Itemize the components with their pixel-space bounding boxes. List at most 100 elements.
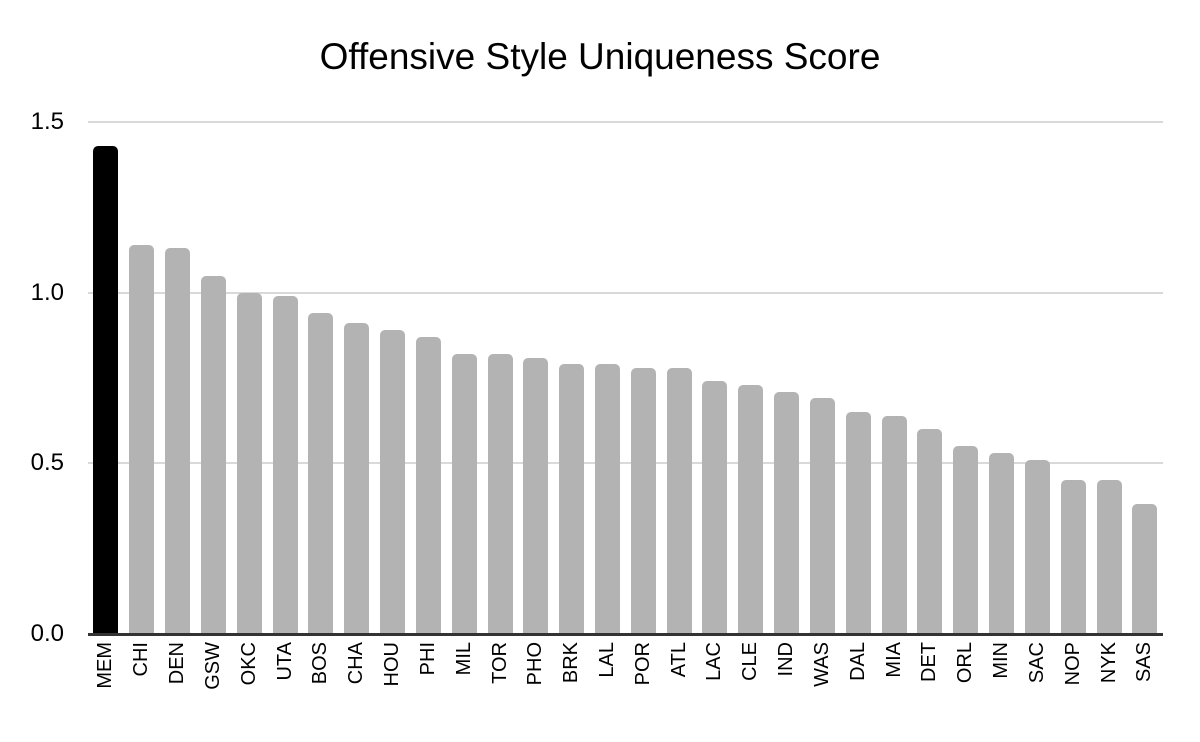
xtick-ORL: ORL (954, 642, 977, 684)
xslot-NOP: NOP (1061, 642, 1086, 685)
bar-DET (917, 429, 943, 634)
bar-ORL (953, 446, 979, 634)
ytick-1.0: 1.0 (30, 278, 64, 306)
xslot-BRK: BRK (559, 642, 584, 683)
xslot-MIL: MIL (452, 642, 477, 675)
xslot-CHI: CHI (129, 642, 154, 676)
xtick-LAL: LAL (596, 642, 618, 678)
bar-TOR (487, 354, 513, 634)
xtick-HOU: HOU (381, 642, 404, 687)
gridline-1.5 (88, 121, 1163, 123)
bar-NOP (1060, 480, 1086, 634)
xslot-GSW: GSW (201, 642, 226, 690)
xtick-GSW: GSW (201, 642, 224, 690)
xslot-MIN: MIN (989, 642, 1014, 679)
xslot-UTA: UTA (273, 642, 298, 681)
bar-HOU (380, 330, 406, 634)
xslot-PHI: PHI (416, 642, 441, 675)
xtick-DEN: DEN (166, 642, 189, 685)
xslot-WAS: WAS (810, 642, 835, 687)
bar-MEM (93, 145, 119, 634)
bar-DAL (845, 412, 871, 634)
xslot-DET: DET (917, 642, 942, 682)
xtick-TOR: TOR (488, 642, 511, 684)
xslot-OKC: OKC (237, 642, 262, 685)
ytick-0.0: 0.0 (30, 620, 64, 647)
bar-POR (630, 367, 656, 634)
bar-OKC (236, 292, 262, 634)
xtick-MEM: MEM (94, 642, 117, 689)
xslot-DAL: DAL (846, 642, 871, 681)
bar-BOS (308, 313, 334, 634)
bar-CLE (738, 384, 764, 634)
xtick-PHO: PHO (524, 642, 547, 686)
xslot-TOR: TOR (488, 642, 513, 684)
xslot-MIA: MIA (882, 642, 907, 678)
bar-SAS (1132, 504, 1158, 634)
xtick-ATL: ATL (667, 642, 690, 678)
x-axis-line (88, 633, 1163, 636)
xtick-POR: POR (631, 642, 654, 686)
bar-PHO (523, 357, 549, 634)
xtick-NYK: NYK (1097, 642, 1120, 684)
bar-ATL (666, 367, 692, 634)
xslot-HOU: HOU (380, 642, 405, 686)
bar-MIA (881, 415, 907, 634)
xslot-POR: POR (631, 642, 656, 685)
xslot-BOS: BOS (308, 642, 333, 684)
xtick-LAC: LAC (703, 642, 726, 681)
bar-UTA (272, 296, 298, 634)
xtick-UTA: UTA (273, 642, 296, 681)
gridline-1.0 (88, 291, 1163, 294)
gridline-0.5 (88, 462, 1163, 465)
bar-CHA (344, 323, 370, 634)
bar-PHI (415, 337, 441, 634)
y-axis: 0.0 0.5 1.0 1.5 (0, 108, 70, 647)
xslot-SAC: SAC (1025, 642, 1050, 683)
xtick-DET: DET (918, 642, 941, 682)
bars (88, 122, 1163, 634)
xtick-NOP: NOP (1061, 642, 1084, 686)
xslot-LAC: LAC (702, 642, 727, 681)
xslot-PHO: PHO (523, 642, 548, 685)
xtick-MIA: MIA (882, 642, 905, 678)
xslot-IND: IND (774, 642, 799, 676)
xtick-IND: IND (775, 642, 798, 677)
xslot-ATL: ATL (667, 642, 692, 677)
ytick-0.5: 0.5 (30, 449, 64, 477)
xslot-MEM: MEM (93, 642, 118, 689)
bar-LAC (702, 381, 728, 634)
bar-CHI (129, 244, 155, 634)
bar-NYK (1096, 480, 1122, 634)
ytick-1.5: 1.5 (30, 108, 64, 135)
xtick-MIN: MIN (990, 642, 1013, 679)
bar-LAL (595, 364, 620, 634)
bar-MIL (451, 354, 477, 634)
bar-MIN (989, 453, 1015, 634)
xtick-DAL: DAL (846, 642, 869, 681)
xslot-DEN: DEN (165, 642, 190, 684)
bar-IND (774, 391, 800, 634)
xslot-NYK: NYK (1097, 642, 1122, 683)
xtick-SAS: SAS (1133, 642, 1156, 683)
chart-title: Offensive Style Uniqueness Score (319, 36, 881, 77)
xtick-WAS: WAS (810, 642, 833, 687)
xslot-SAS: SAS (1132, 642, 1157, 682)
xtick-PHI: PHI (416, 642, 439, 676)
xtick-MIL: MIL (452, 642, 475, 676)
x-labels: MEM CHI DEN GSW OKC UTA BOS CHA HOU PHI MIL TOR PHO B… (88, 642, 1163, 712)
bar-SAC (1024, 459, 1050, 634)
xslot-ORL: ORL (953, 642, 978, 683)
plot-area (88, 121, 1163, 636)
xtick-OKC: OKC (237, 642, 260, 686)
xtick-CLE: CLE (739, 642, 762, 681)
xtick-CHI: CHI (130, 642, 153, 677)
bar-GSW (200, 275, 226, 634)
xtick-SAC: SAC (1025, 642, 1048, 684)
xslot-CHA: CHA (344, 642, 369, 684)
bar-BRK (559, 364, 585, 634)
xtick-BOS: BOS (309, 642, 332, 685)
bar-WAS (809, 398, 835, 634)
xslot-CLE: CLE (738, 642, 763, 681)
